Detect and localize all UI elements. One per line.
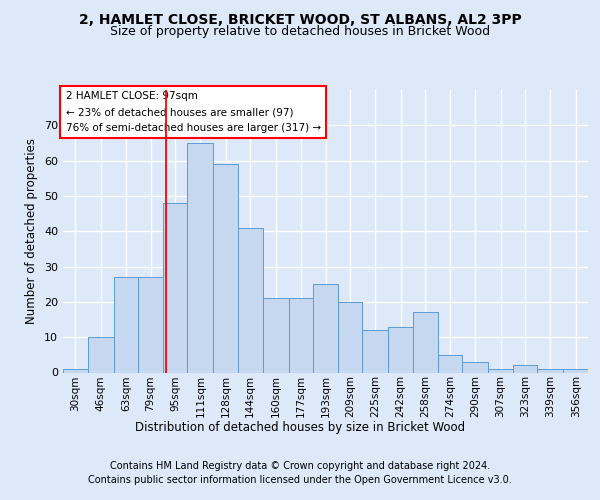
- Bar: [313, 284, 338, 372]
- Bar: [263, 298, 289, 372]
- Bar: [513, 366, 538, 372]
- Text: Size of property relative to detached houses in Bricket Wood: Size of property relative to detached ho…: [110, 25, 490, 38]
- Text: Contains HM Land Registry data © Crown copyright and database right 2024.: Contains HM Land Registry data © Crown c…: [110, 461, 490, 471]
- Bar: [462, 362, 488, 372]
- Bar: [563, 369, 588, 372]
- Bar: [388, 326, 413, 372]
- Bar: [163, 203, 187, 372]
- Y-axis label: Number of detached properties: Number of detached properties: [25, 138, 38, 324]
- Text: Contains public sector information licensed under the Open Government Licence v3: Contains public sector information licen…: [88, 475, 512, 485]
- Bar: [63, 369, 88, 372]
- Bar: [338, 302, 362, 372]
- Text: Distribution of detached houses by size in Bricket Wood: Distribution of detached houses by size …: [135, 421, 465, 434]
- Bar: [488, 369, 513, 372]
- Text: 2 HAMLET CLOSE: 97sqm
← 23% of detached houses are smaller (97)
76% of semi-deta: 2 HAMLET CLOSE: 97sqm ← 23% of detached …: [65, 92, 321, 132]
- Bar: [88, 337, 113, 372]
- Bar: [238, 228, 263, 372]
- Bar: [413, 312, 437, 372]
- Bar: [187, 143, 214, 372]
- Bar: [113, 277, 138, 372]
- Bar: [437, 355, 462, 372]
- Bar: [138, 277, 163, 372]
- Bar: [362, 330, 388, 372]
- Bar: [214, 164, 238, 372]
- Bar: [289, 298, 313, 372]
- Text: 2, HAMLET CLOSE, BRICKET WOOD, ST ALBANS, AL2 3PP: 2, HAMLET CLOSE, BRICKET WOOD, ST ALBANS…: [79, 12, 521, 26]
- Bar: [538, 369, 563, 372]
